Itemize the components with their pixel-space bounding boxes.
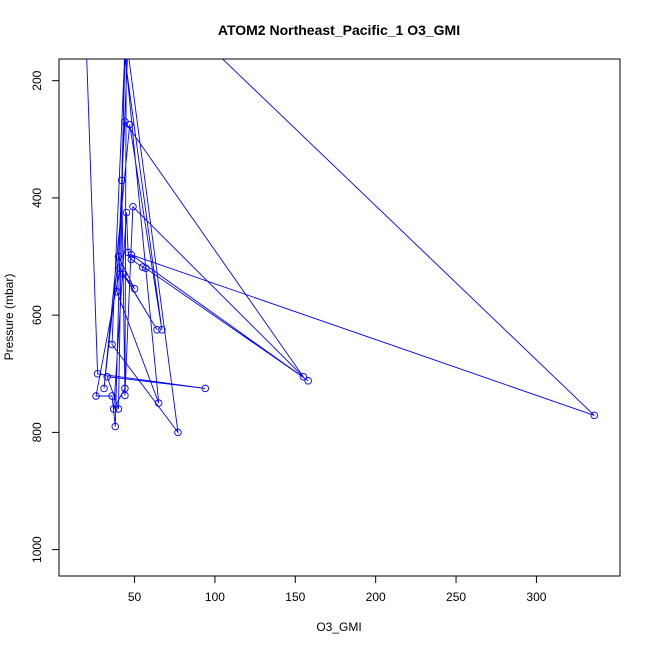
data-point [119,270,128,278]
data-point [114,252,123,261]
data-point [113,287,121,296]
data-point [111,422,120,431]
data-point [174,428,182,437]
data-point [125,39,132,46]
x-tick-label: 250 [446,590,466,604]
data-point [299,372,308,381]
data-point [590,411,599,420]
data-point [92,392,100,400]
data-point [121,384,129,393]
data-point [122,48,129,55]
x-tick-label: 300 [526,590,546,604]
data-point [83,42,90,49]
y-axis-label: Pressure (mbar) [2,274,16,361]
data-point [154,399,163,407]
data-point [100,384,108,393]
data-point [127,255,136,264]
data-point [138,263,147,271]
data-point [109,405,118,413]
data-point [142,264,150,273]
plot-frame [58,58,621,577]
y-tick-label: 400 [30,188,44,208]
data-point [127,251,136,259]
data-point [117,176,126,185]
data-point [93,370,102,378]
data-point [304,377,312,385]
data-point [103,372,111,381]
x-tick-label: 200 [366,590,386,604]
series-layer [83,0,599,437]
y-tick-label: 800 [30,422,44,442]
y-tick-label: 200 [30,70,44,90]
data-point [123,0,130,2]
data-point [158,326,166,334]
data-point [116,264,124,273]
y-axis: 200 400 600 800 1000 [30,70,59,563]
x-axis: 50 100 150 200 250 300 [128,576,547,604]
x-tick-label: 100 [205,590,225,604]
data-point [130,285,139,293]
data-point [122,25,129,32]
data-point [108,392,116,400]
x-axis-label: O3_GMI [316,620,361,634]
y-tick-label: 600 [30,305,44,325]
data-point [153,326,161,334]
data-point [129,202,137,211]
data-point [108,340,116,349]
x-tick-label: 150 [285,590,305,604]
y-tick-label: 1000 [30,536,44,563]
data-point [201,384,210,393]
data-point [121,117,129,126]
series-line [86,59,595,435]
data-point [122,208,131,217]
chart-title: ATOM2 Northeast_Pacific_1 O3_GMI [218,22,460,38]
data-point [118,30,125,37]
data-point [114,405,123,413]
x-tick-label: 50 [128,590,142,604]
